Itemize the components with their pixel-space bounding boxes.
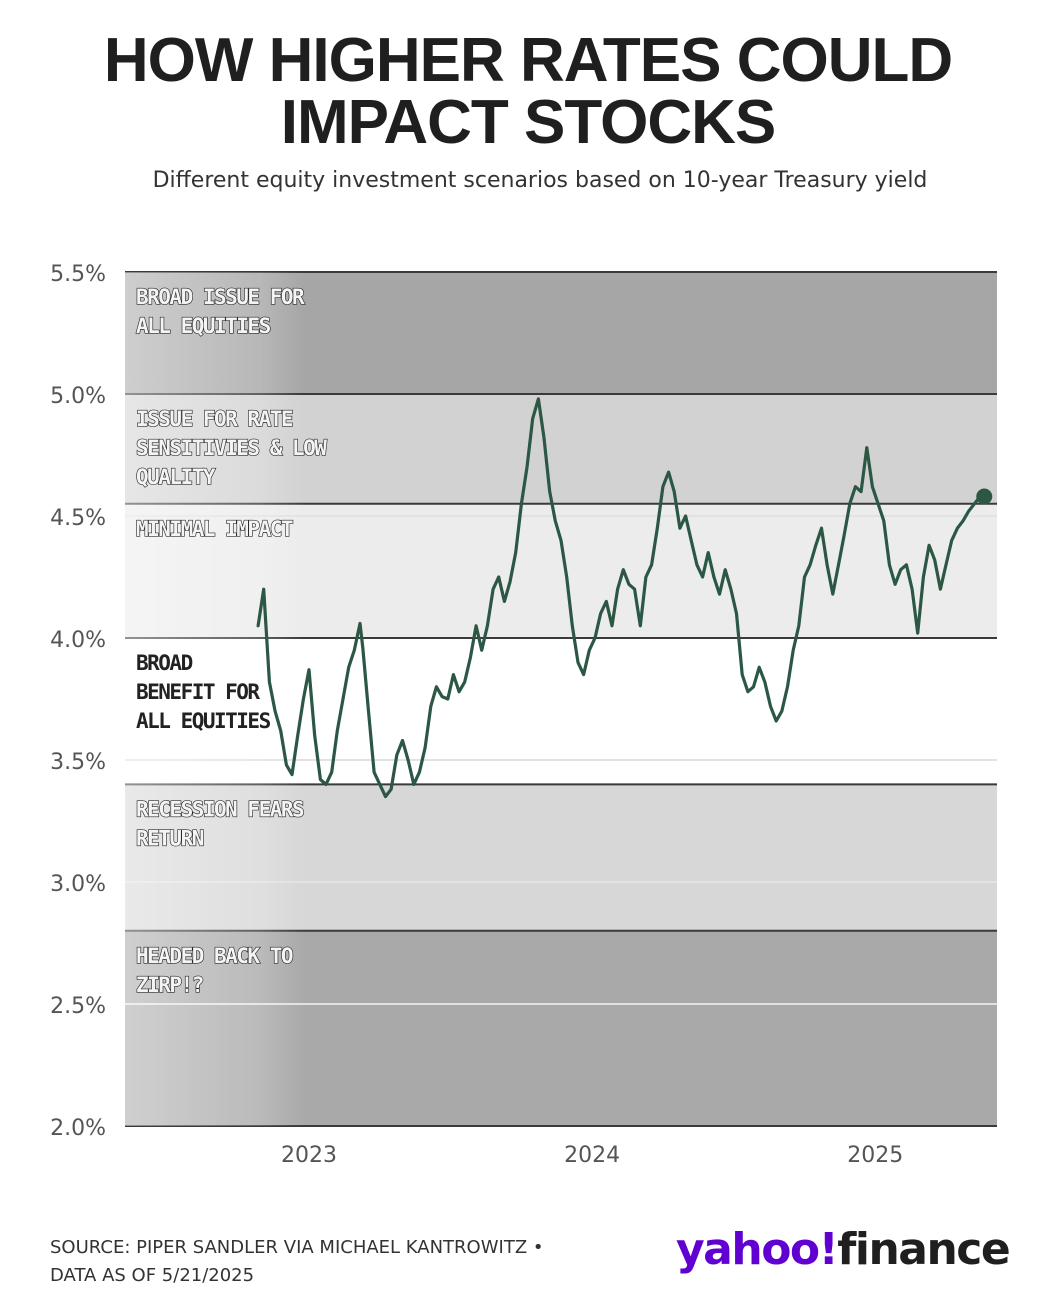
logo-yahoo: yahoo! — [676, 1224, 839, 1275]
y-tick-label: 2.0% — [50, 1116, 106, 1141]
region-label-line: ALL EQUITIES — [136, 314, 271, 338]
y-axis-labels: 2.0% 2.5% 3.0% 3.5% 4.0% 4.5% 5.0% 5.5% — [50, 262, 106, 1141]
region-label-line: QUALITY — [136, 465, 216, 489]
region-label-line: HEADED BACK TO — [136, 944, 293, 968]
region-label-line: MINIMAL IMPACT — [136, 517, 293, 541]
chart: 2.0%2.5%3.0%3.5%4.0%4.5%5.0%5.5% 2023 202… — [50, 262, 997, 1168]
region-label-line: RECESSION FEARS — [136, 797, 304, 821]
region-label-line: ISSUE FOR RATE — [136, 407, 293, 431]
y-tick-label: 4.5% — [50, 506, 106, 531]
x-tick-label: 2023 — [281, 1143, 337, 1168]
chart-title-line-2: IMPACT STOCKS — [280, 88, 777, 157]
logo-finance: finance — [837, 1224, 1011, 1275]
series-layer — [256, 397, 993, 799]
y-tick-label: 5.5% — [50, 262, 106, 287]
x-axis-labels: 2023 2024 2025 — [281, 1143, 903, 1168]
source-note: SOURCE: PIPER SANDLER VIA MICHAEL KANTRO… — [50, 1234, 544, 1290]
region-labels: BROAD ISSUE FOR ALL EQUITIES ISSUE FOR RAT… — [135, 284, 329, 997]
region-label-line: BROAD — [136, 651, 193, 675]
y-tick-label: 3.5% — [50, 750, 106, 775]
y-tick-label: 4.0% — [50, 628, 106, 653]
region-label-line: BROAD ISSUE FOR — [136, 285, 305, 309]
left-fade-overlay — [125, 272, 305, 1126]
chart-subtitle: Different equity investment scenarios ba… — [152, 168, 928, 193]
chart-title: HOW HIGHER RATES COULD IMPACT STOCKS — [0, 30, 1056, 154]
region-label-line: SENSITIVIES & LOW — [136, 436, 327, 460]
y-tick-label: 3.0% — [50, 872, 106, 897]
source-line-1: SOURCE: PIPER SANDLER VIA MICHAEL KANTRO… — [50, 1237, 544, 1258]
region-label-line: BENEFIT FOR — [136, 680, 260, 704]
region-label-line: RETURN — [136, 826, 204, 850]
source-line-2: DATA AS OF 5/21/2025 — [50, 1265, 255, 1286]
chart-title-line-1: HOW HIGHER RATES COULD — [103, 26, 953, 95]
x-tick-label: 2024 — [564, 1143, 620, 1168]
yahoo-finance-logo: yahoo!finance — [676, 1224, 1011, 1275]
series-line-1 — [256, 397, 986, 799]
region-label-line: ZIRP!? — [136, 973, 203, 997]
y-tick-label: 2.5% — [50, 994, 106, 1019]
region-label-line: ALL EQUITIES — [136, 709, 271, 733]
series-end-marker — [976, 488, 993, 505]
y-tick-label: 5.0% — [50, 384, 106, 409]
x-tick-label: 2025 — [847, 1143, 903, 1168]
